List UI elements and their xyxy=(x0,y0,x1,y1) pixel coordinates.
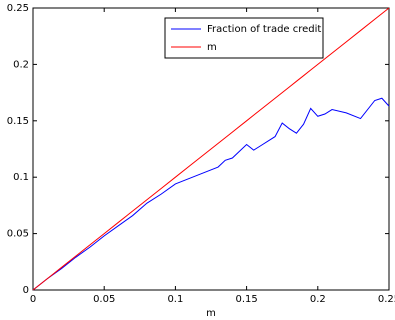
y-tick-label: 0.1 xyxy=(13,172,29,183)
x-tick-label: 0.2 xyxy=(310,294,326,305)
legend-box xyxy=(164,17,324,59)
y-tick-label: 0.15 xyxy=(7,116,29,127)
x-tick-label: 0.05 xyxy=(93,294,115,305)
y-tick-label: 0.25 xyxy=(7,3,29,14)
x-tick-label: 0.25 xyxy=(378,294,395,305)
y-tick-label: 0.2 xyxy=(13,59,29,70)
legend-label: Fraction of trade credit xyxy=(207,24,321,35)
x-axis-label: m xyxy=(206,308,216,319)
y-tick-label: 0 xyxy=(23,285,29,296)
x-tick-label: 0.1 xyxy=(167,294,183,305)
x-tick-label: 0 xyxy=(30,294,36,305)
series-line xyxy=(32,97,390,291)
series-line xyxy=(32,7,390,291)
x-tick-label: 0.15 xyxy=(235,294,257,305)
legend-label: m xyxy=(207,42,217,53)
y-tick-label: 0.05 xyxy=(7,229,29,240)
